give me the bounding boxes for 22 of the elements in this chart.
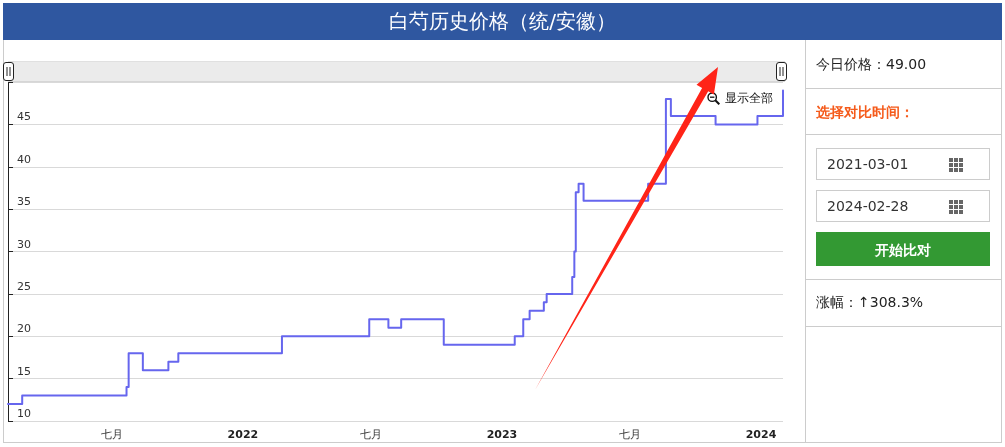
y-tick-label: 25 [17,279,31,293]
annotation: 显示全部 [725,90,773,106]
x-tick-label: 2024 [745,428,777,441]
chart-title: 白芍历史价格（统/安徽） [389,9,616,33]
y-tick-label: 45 [17,110,31,124]
text: 开始比对 [875,242,931,258]
x-tick-label: 七月 [619,428,642,441]
y-tick-label: 10 [17,407,31,420]
text: 2024-02-28 [827,197,909,215]
x-tick-label: 七月 [101,428,124,441]
text: 今日价格：49.00 [816,55,927,73]
x-tick-label: 2023 [486,428,518,441]
x-tick-label: 七月 [360,428,383,441]
y-tick-label: 30 [17,237,31,251]
y-tick-label: 20 [17,322,31,336]
text: 2021-03-01 [827,155,909,173]
y-tick-label: 40 [17,152,31,166]
text: 涨幅：↑308.3% [816,293,924,311]
text: 选择对比时间： [816,103,914,121]
x-tick-label: 2022 [227,428,259,441]
y-tick-label: 15 [17,364,31,378]
y-tick-label: 35 [17,195,31,209]
